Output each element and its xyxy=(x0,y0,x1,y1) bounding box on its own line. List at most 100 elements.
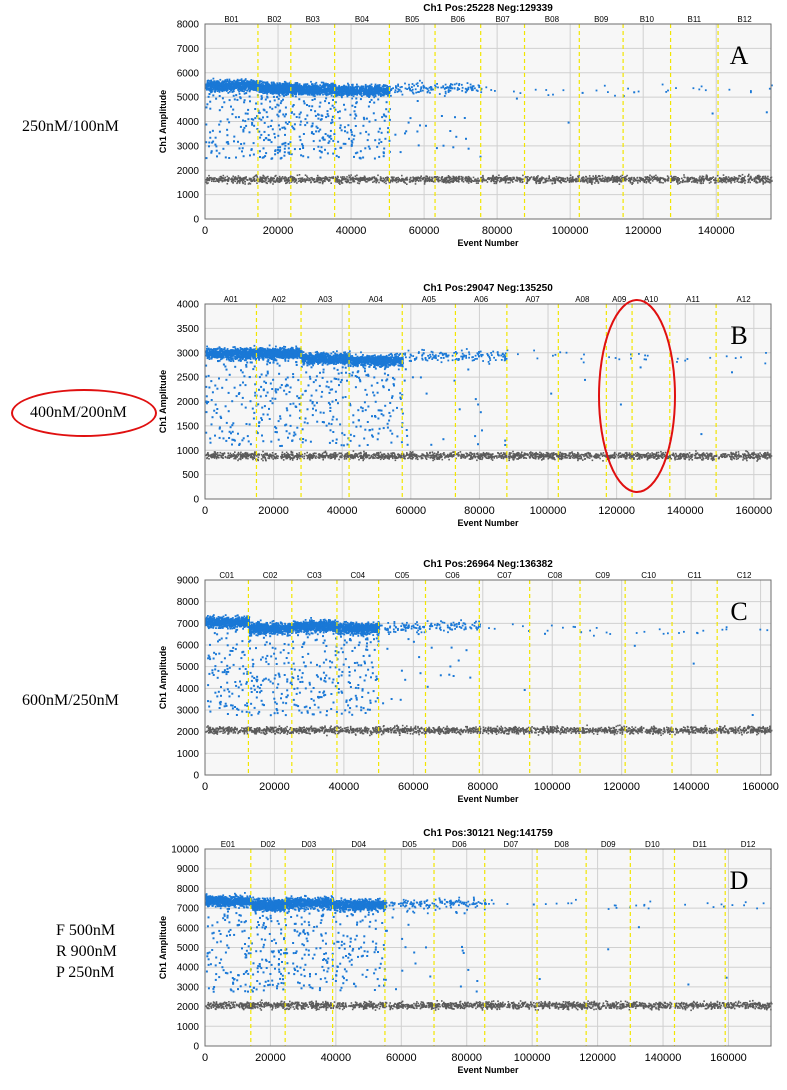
negative-droplet xyxy=(457,177,459,179)
positive-droplet xyxy=(359,88,361,91)
negative-droplet xyxy=(294,178,297,180)
positive-droplet xyxy=(420,86,423,89)
negative-droplet xyxy=(466,176,468,178)
negative-droplet xyxy=(419,176,422,179)
rain-droplet xyxy=(279,157,282,160)
negative-droplet xyxy=(279,179,282,182)
positive-droplet xyxy=(369,85,372,88)
negative-droplet xyxy=(312,179,315,182)
negative-droplet xyxy=(223,177,225,180)
negative-droplet xyxy=(595,174,597,177)
negative-droplet xyxy=(768,181,771,184)
positive-droplet xyxy=(355,88,358,91)
positive-droplet xyxy=(254,83,256,86)
negative-droplet xyxy=(375,177,377,180)
negative-droplet xyxy=(763,177,765,180)
negative-droplet xyxy=(246,179,248,181)
negative-droplet xyxy=(456,178,458,180)
negative-droplet xyxy=(299,177,301,180)
negative-droplet xyxy=(753,180,756,183)
negative-droplet xyxy=(750,175,752,178)
negative-droplet xyxy=(289,176,291,178)
negative-droplet xyxy=(546,179,549,182)
positive-droplet xyxy=(389,85,391,88)
rain-droplet xyxy=(301,92,304,95)
positive-droplet xyxy=(220,82,223,84)
negative-droplet xyxy=(499,180,502,182)
negative-droplet xyxy=(206,179,209,182)
negative-droplet xyxy=(654,178,656,180)
rain-droplet xyxy=(382,113,385,116)
positive-droplet xyxy=(308,86,311,88)
negative-droplet xyxy=(675,176,677,178)
positive-droplet xyxy=(214,82,217,84)
negative-droplet xyxy=(280,178,282,180)
negative-droplet xyxy=(240,177,242,180)
rain-droplet xyxy=(247,108,250,111)
negative-droplet xyxy=(403,179,406,181)
negative-droplet xyxy=(335,177,338,180)
positive-droplet xyxy=(304,84,307,87)
rain-droplet xyxy=(319,101,322,104)
negative-droplet xyxy=(498,176,501,179)
negative-droplet xyxy=(727,178,729,181)
negative-droplet xyxy=(313,178,315,180)
positive-droplet xyxy=(330,90,333,93)
negative-droplet xyxy=(420,175,422,177)
negative-droplet xyxy=(516,176,518,179)
negative-droplet xyxy=(431,180,433,182)
rain-droplet xyxy=(291,105,294,108)
rain-droplet xyxy=(351,141,354,144)
positive-droplet xyxy=(220,85,223,88)
negative-droplet xyxy=(406,183,408,185)
positive-droplet xyxy=(340,94,343,96)
negative-droplet xyxy=(551,179,554,181)
rain-droplet xyxy=(362,116,365,119)
negative-droplet xyxy=(664,178,667,181)
negative-droplet xyxy=(332,177,334,180)
negative-droplet xyxy=(462,181,465,183)
negative-droplet xyxy=(708,179,711,182)
rain-droplet xyxy=(365,117,368,120)
rain-droplet xyxy=(291,94,294,97)
positive-droplet xyxy=(344,88,346,91)
negative-droplet xyxy=(667,177,670,180)
rain-droplet xyxy=(263,139,265,142)
positive-droplet xyxy=(282,84,284,86)
positive-droplet xyxy=(315,89,318,92)
negative-droplet xyxy=(613,179,616,181)
negative-droplet xyxy=(362,179,365,181)
negative-droplet xyxy=(337,176,339,179)
negative-droplet xyxy=(594,182,596,184)
negative-droplet xyxy=(385,180,387,182)
negative-droplet xyxy=(519,181,521,183)
negative-droplet xyxy=(418,177,421,179)
positive-droplet xyxy=(296,90,299,92)
rain-droplet xyxy=(330,122,333,125)
negative-droplet xyxy=(645,177,648,179)
positive-droplet xyxy=(273,91,275,94)
rain-droplet xyxy=(372,112,375,115)
positive-droplet xyxy=(230,81,233,84)
negative-droplet xyxy=(458,178,460,181)
positive-droplet xyxy=(341,96,343,99)
negative-droplet xyxy=(468,178,470,181)
positive-droplet xyxy=(232,87,235,89)
negative-droplet xyxy=(673,178,675,180)
negative-droplet xyxy=(352,180,354,182)
rain-droplet xyxy=(250,118,253,121)
rain-droplet xyxy=(243,99,246,102)
positive-droplet xyxy=(300,90,303,93)
negative-droplet xyxy=(737,178,739,181)
negative-droplet xyxy=(683,176,685,178)
negative-droplet xyxy=(359,180,361,183)
positive-droplet xyxy=(309,90,311,92)
negative-droplet xyxy=(681,177,683,180)
positive-droplet xyxy=(343,85,346,87)
rain-droplet xyxy=(353,134,356,137)
negative-droplet xyxy=(397,180,399,183)
negative-droplet xyxy=(251,180,254,182)
negative-droplet xyxy=(655,178,658,181)
negative-droplet xyxy=(208,174,210,177)
positive-droplet xyxy=(345,85,348,88)
